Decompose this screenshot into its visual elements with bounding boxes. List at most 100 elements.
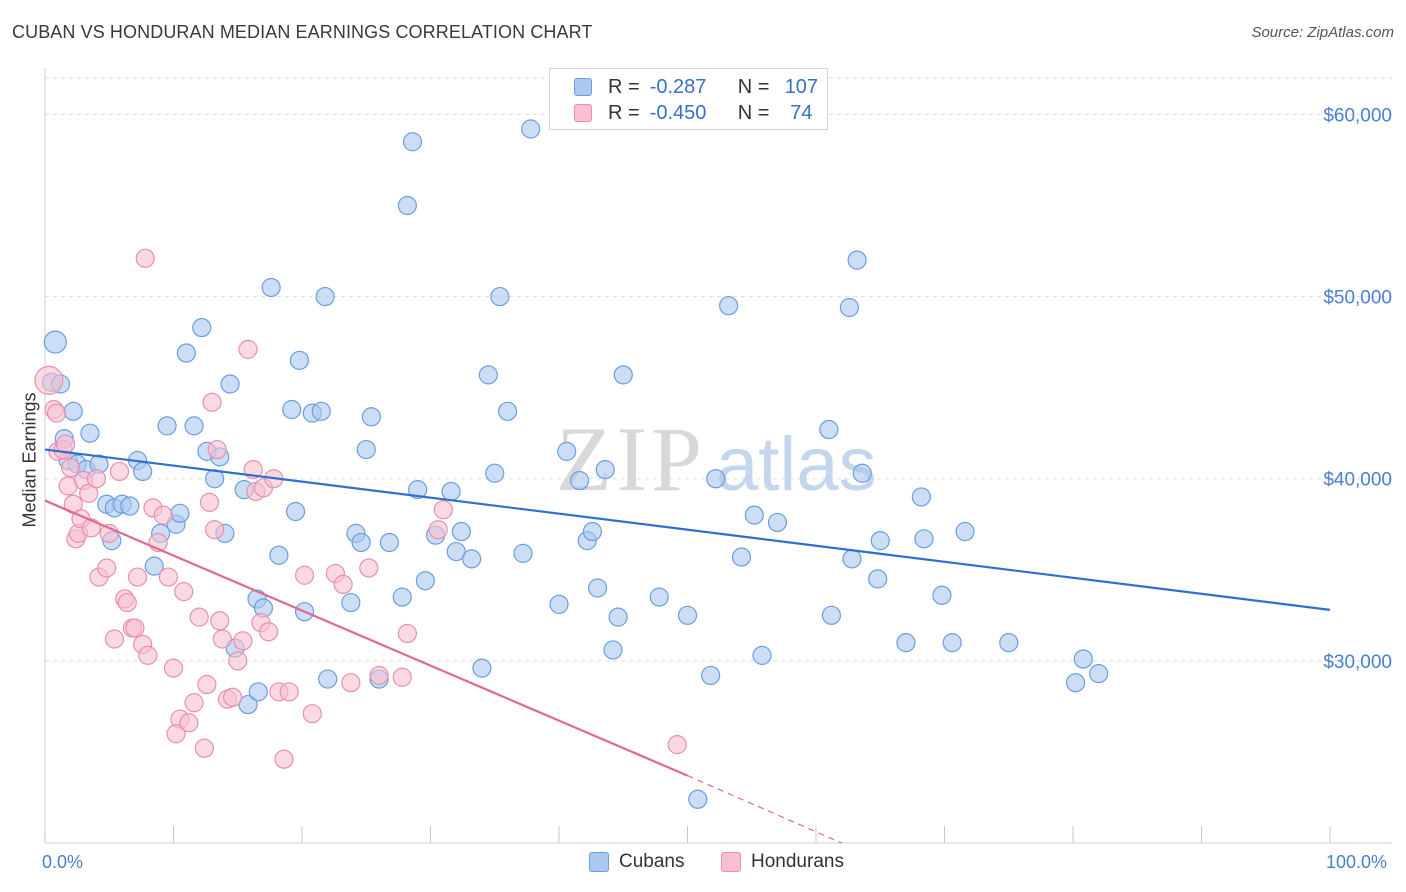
hondurans-point [179,713,199,733]
cubans-point [441,481,461,502]
hondurans-point [212,629,232,649]
cubans-point [498,401,518,421]
stats-row-cubans: R = -0.287 N = 107 [574,75,821,99]
cubans-point [80,423,100,443]
cubans-point [341,592,361,613]
hondurans-trend-extension [687,775,842,844]
cubans-point [261,277,281,298]
cubans-point [397,195,417,216]
cubans-point [914,529,934,549]
cubans-point [289,350,310,370]
cubans-point [220,374,240,394]
hondurans-point [189,607,209,627]
cubans-point [587,578,608,598]
cubans-point [176,343,196,363]
cubans-point [472,658,492,678]
hondurans-point [667,735,687,755]
stats-legend: R = -0.287 N = 107 R = -0.450 N = 74 [549,68,828,130]
cubans-point [613,365,633,385]
cubans-point [1065,673,1086,693]
cubans-point [870,531,890,551]
cubans-point [819,419,839,440]
n-value: 107 [784,75,819,98]
cubans-point [513,543,533,563]
watermark: ZIP atlas [556,408,877,510]
cubans-point [133,461,153,482]
cubans-point [379,532,399,553]
x-tick-label-min: 0.0% [42,852,84,872]
n-value: 74 [790,101,813,124]
hondurans-point [207,439,227,460]
legend-label-hondurans: Hondurans [751,851,844,872]
source-label: Source: ZipAtlas.com [1251,24,1394,41]
cubans-point [677,605,698,625]
cubans-point [311,401,331,421]
hondurans-point [166,724,186,744]
legend-item-hondurans[interactable]: Hondurans [721,851,844,873]
r-label: R = [608,75,640,98]
cubans-point [842,549,862,569]
cubans-point [688,789,708,809]
cubans-point [706,469,726,489]
cubans-point [744,505,764,525]
legend-item-cubans[interactable]: Cubans [589,851,685,873]
cubans-point [490,286,510,307]
cubans-trend-line [44,448,1331,611]
n-label: N = [737,101,770,124]
hondurans-legend-swatch [721,852,741,872]
cubans-point [451,521,471,542]
cubans-point [144,556,164,576]
y-tick-label: $50,000 [1323,288,1392,309]
cubans-point [955,521,975,542]
hondurans-point [117,592,137,613]
cubans-point [932,585,952,605]
hondurans-point [341,673,361,693]
r-value: -0.450 [649,101,707,124]
cubans-point [248,682,268,702]
trend-layer [44,448,1331,844]
hondurans-point [294,565,315,585]
watermark-atlas: atlas [716,422,877,507]
hondurans-point [397,623,417,644]
hondurans-point [199,492,220,512]
cubans-point [603,640,623,660]
cubans-point [356,439,376,460]
y-tick-label: $60,000 [1323,105,1392,126]
cubans-point [731,547,752,567]
legend-label-cubans: Cubans [619,851,685,872]
cubans-point [170,503,190,523]
cubans-point [999,633,1019,653]
cubans-point [238,694,258,715]
hondurans-point [258,622,279,642]
cubans-point [361,407,381,427]
hondurans-point [228,651,248,671]
r-value: -0.287 [649,75,707,98]
cubans-point [318,669,338,689]
cubans-point [1089,664,1109,684]
cubans-point [402,132,423,152]
hondurans-point [205,520,225,540]
cubans-point [269,545,289,565]
cubans-point [392,587,412,607]
hondurans-point [302,704,322,724]
cubans-point [595,460,615,480]
points-layer [34,119,1109,809]
y-axis-title: Median Earnings [19,392,40,528]
cubans-point [282,399,302,420]
hondurans-point [274,749,294,769]
cubans-point [821,605,842,625]
hondurans-trend-line [44,499,688,777]
hondurans-point [127,567,148,587]
cubans-point [63,401,83,421]
watermark-zip: ZIP [556,408,706,510]
y-tick-label: $40,000 [1323,470,1392,491]
hondurans-point [233,631,253,651]
hondurans-point [46,403,67,423]
hondurans-point [369,665,389,686]
cubans-point [285,501,306,522]
hondurans-point [158,567,178,587]
cubans-point [649,587,669,607]
cubans-swatch [574,78,592,96]
cubans-point [701,665,721,686]
